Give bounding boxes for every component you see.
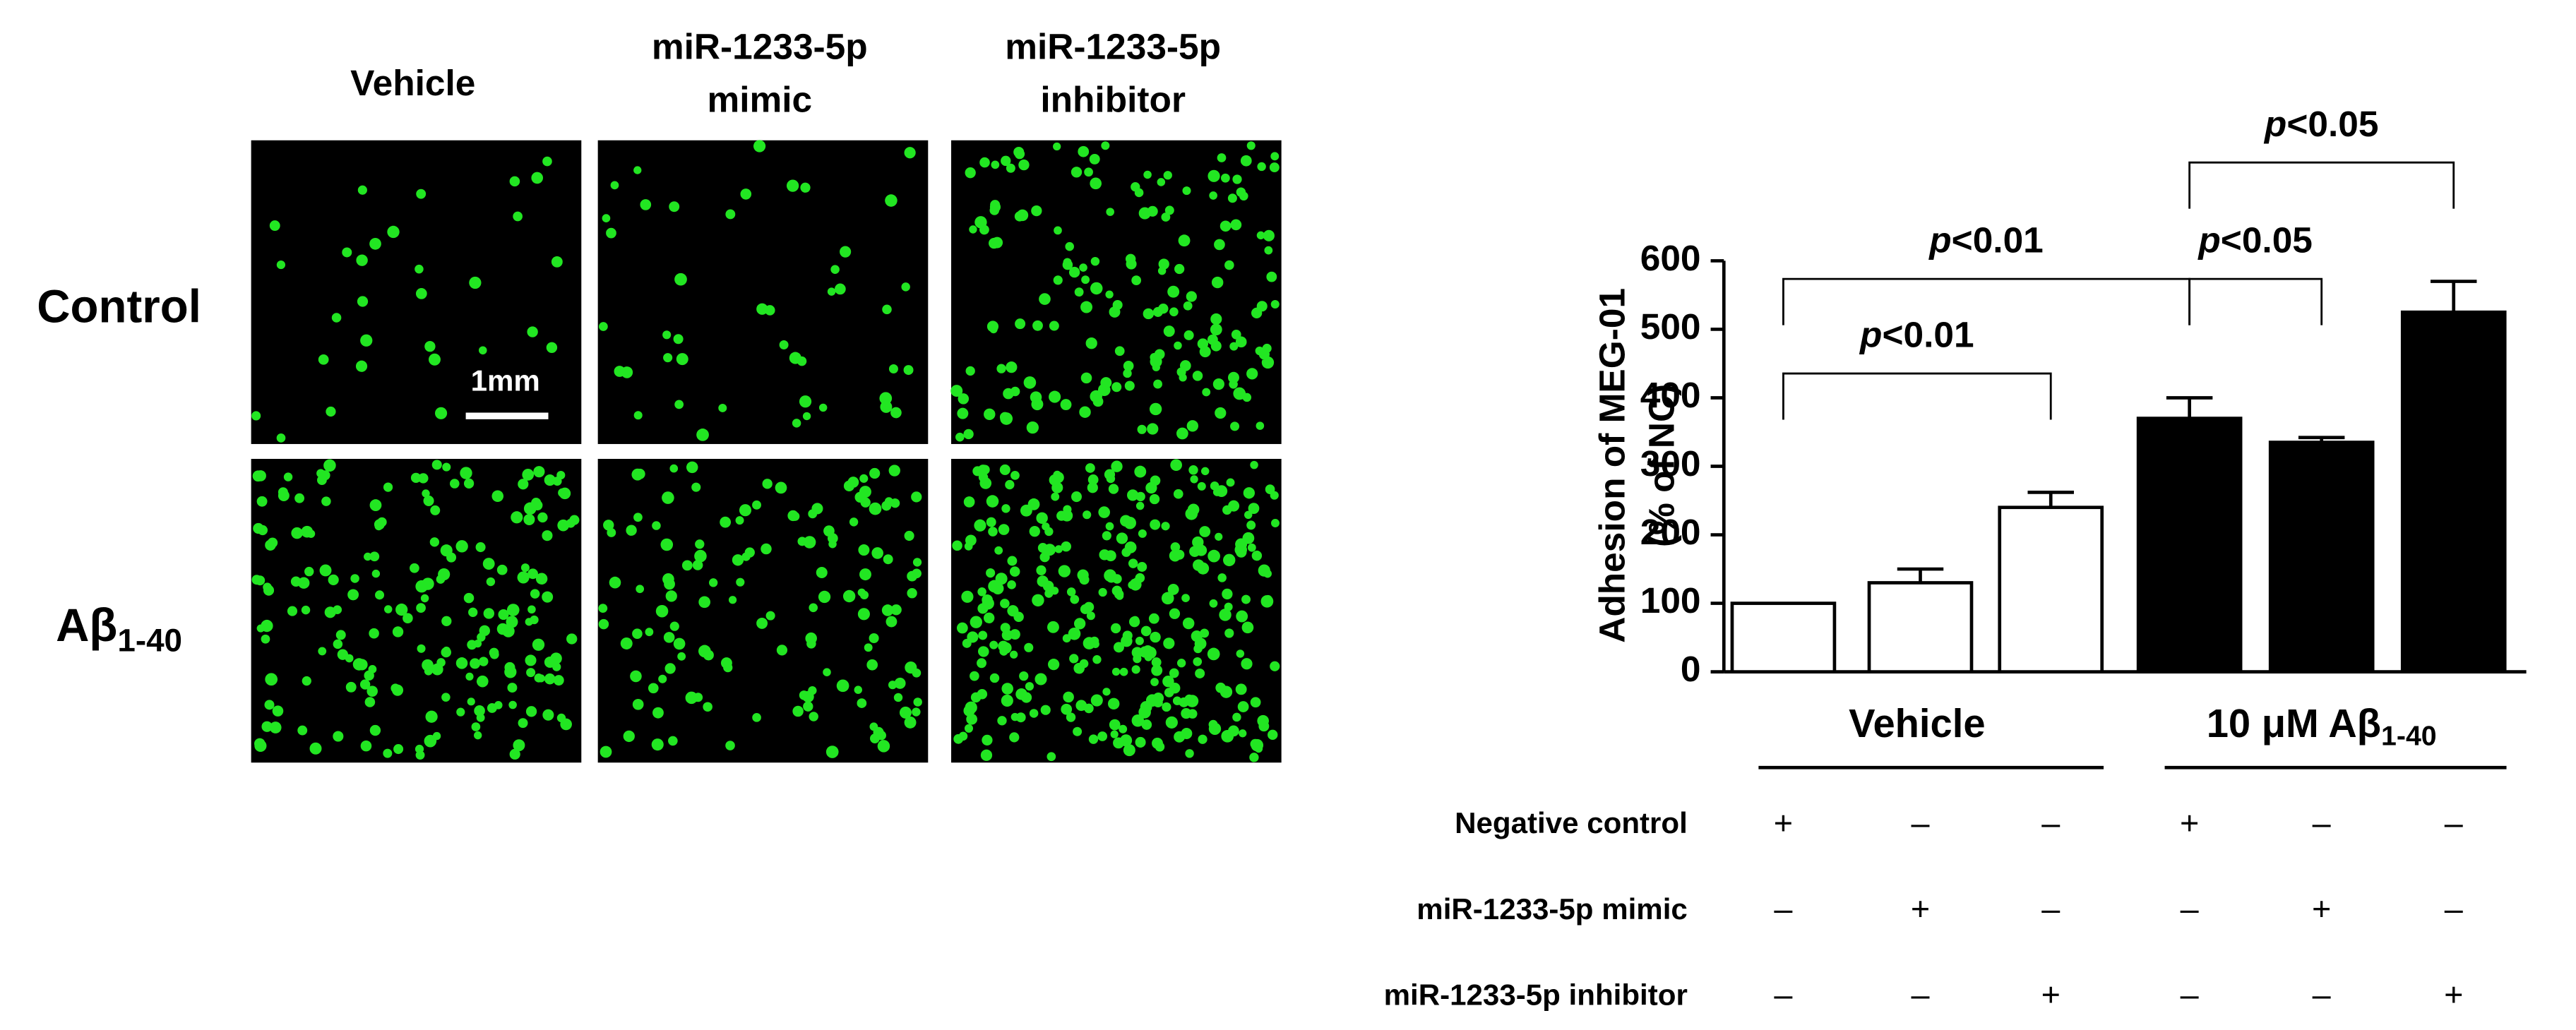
- cells: [599, 140, 916, 441]
- condition-mark: –: [2445, 804, 2463, 841]
- condition-mark: –: [2041, 804, 2060, 841]
- condition-mark: –: [1774, 976, 1792, 1013]
- significance-label: p<0.05: [2263, 102, 2379, 143]
- row-label: Control: [37, 281, 201, 333]
- cells: [952, 459, 1280, 762]
- group-label-main: Vehicle: [1849, 701, 1985, 745]
- significance-label: p<0.01: [1928, 219, 2044, 260]
- bar: [1867, 581, 1974, 673]
- error-bar: [1897, 567, 1944, 583]
- condition-mark: +: [1911, 890, 1930, 927]
- significance-label: p<0.01: [1859, 313, 1974, 354]
- condition-mark: –: [1912, 976, 1930, 1013]
- column-header: inhibitor: [1040, 79, 1186, 120]
- y-axis-label: (% of NC): [1641, 384, 1682, 547]
- condition-mark: +: [1774, 804, 1793, 841]
- y-axis-label: Adhesion of MEG-01: [1592, 288, 1633, 643]
- row-label-main: Aβ: [56, 599, 117, 651]
- condition-mark: +: [2041, 976, 2061, 1013]
- cells: [598, 461, 922, 758]
- column-header: mimic: [707, 79, 812, 120]
- condition-mark: –: [2313, 976, 2331, 1013]
- row-label-main: Control: [37, 281, 201, 333]
- condition-mark: –: [2041, 890, 2060, 927]
- bar: [1998, 505, 2104, 673]
- significance-label: p<0.05: [2197, 219, 2313, 260]
- bar: [2400, 310, 2507, 673]
- group-label: Vehicle: [1849, 701, 1985, 745]
- y-tick-label: 600: [1640, 237, 1701, 278]
- condition-mark: –: [1774, 890, 1792, 927]
- error-bar: [2166, 396, 2213, 419]
- condition-mark: –: [2313, 804, 2331, 841]
- cells: [251, 459, 580, 760]
- group-label: 10 μM Aβ1-40: [2207, 701, 2437, 752]
- bar: [2136, 417, 2243, 673]
- error-bar: [2430, 280, 2477, 313]
- group-label-main: 10 μM Aβ: [2207, 701, 2381, 745]
- y-tick-label: 100: [1640, 580, 1701, 621]
- bar: [2268, 441, 2375, 673]
- row-label: Aβ1-40: [56, 599, 182, 658]
- y-tick-label: 200: [1640, 511, 1701, 552]
- condition-mark: –: [2181, 976, 2199, 1013]
- row-label-sub: 1-40: [117, 623, 182, 659]
- significance-bracket: [2188, 161, 2455, 209]
- y-tick-label: 0: [1681, 648, 1701, 689]
- y-tick-label: 400: [1640, 374, 1701, 415]
- micrograph: [951, 140, 1282, 444]
- condition-mark: –: [1912, 804, 1930, 841]
- condition-mark: +: [2444, 976, 2463, 1013]
- y-tick-label: 500: [1640, 306, 1701, 347]
- condition-mark: –: [2181, 890, 2199, 927]
- column-header: miR-1233-5p: [1005, 26, 1221, 67]
- condition-label: miR-1233-5p mimic: [1417, 892, 1688, 926]
- condition-mark: +: [2180, 804, 2199, 841]
- column-header: miR-1233-5p: [652, 26, 868, 67]
- significance-bracket: [1782, 277, 2191, 325]
- condition-label: miR-1233-5p inhibitor: [1384, 978, 1688, 1011]
- significance-bracket: [1782, 372, 2052, 420]
- column-header: Vehicle: [350, 62, 475, 103]
- condition-mark: +: [2312, 890, 2331, 927]
- error-bar: [2298, 436, 2345, 443]
- y-tick-label: 300: [1640, 443, 1701, 484]
- bar: [1730, 601, 1837, 673]
- condition-label: Negative control: [1455, 806, 1688, 839]
- error-bar: [2027, 491, 2074, 508]
- significance-bracket: [2188, 277, 2323, 325]
- condition-mark: –: [2445, 890, 2463, 927]
- scale-bar-label: 1mm: [471, 364, 540, 397]
- group-label-sub: 1-40: [2381, 721, 2437, 752]
- micrograph: [597, 140, 929, 444]
